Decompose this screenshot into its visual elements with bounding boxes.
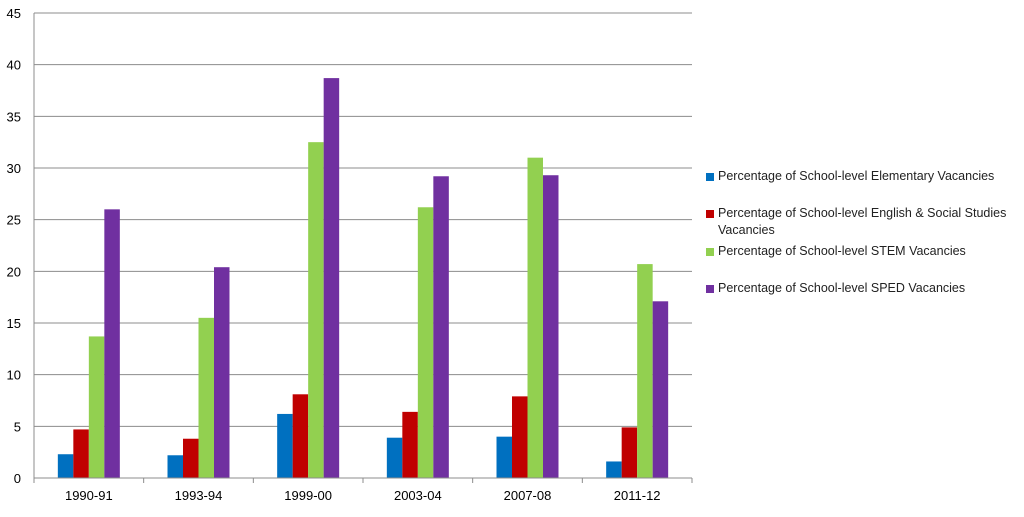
x-tick-label: 2007-08	[504, 488, 552, 503]
bar	[417, 207, 434, 478]
legend-item-stem: Percentage of School-level STEM Vacancie…	[704, 243, 1022, 260]
y-tick-label: 45	[7, 6, 21, 21]
bar	[292, 394, 309, 478]
x-tick-label: 2003-04	[394, 488, 442, 503]
axes: 0 5 10 15 20 25 30 35 40 45 1990-91 1993-94 1999-00 2…	[7, 6, 693, 503]
y-tick-label: 40	[7, 58, 21, 73]
x-tick-label: 1999-00	[284, 488, 332, 503]
legend: Percentage of School-level Elementary Va…	[704, 168, 1022, 297]
y-tick-label: 0	[14, 471, 21, 486]
gridlines	[34, 12, 692, 427]
bar	[57, 454, 74, 478]
bar	[606, 461, 622, 478]
legend-label-english: Percentage of School-level English & Soc…	[718, 206, 1007, 237]
legend-item-elementary: Percentage of School-level Elementary Va…	[704, 168, 1022, 185]
bars	[57, 78, 669, 479]
bar	[496, 436, 512, 478]
legend-item-english: Percentage of School-level English & Soc…	[704, 205, 1022, 239]
bar	[214, 267, 230, 478]
bar	[323, 78, 340, 478]
bar	[386, 437, 403, 478]
y-tick-label: 30	[7, 161, 21, 176]
y-tick-label: 5	[14, 419, 21, 434]
bar	[198, 317, 214, 478]
x-tick-label: 1993-94	[175, 488, 223, 503]
legend-label-stem: Percentage of School-level STEM Vacancie…	[718, 244, 966, 258]
bar	[277, 413, 293, 478]
y-tick-label: 20	[7, 264, 21, 279]
bar	[527, 157, 543, 478]
legend-swatch-stem	[706, 248, 714, 256]
legend-item-sped: Percentage of School-level SPED Vacancie…	[704, 280, 1022, 297]
bar	[621, 427, 638, 478]
y-tick-label: 35	[7, 109, 21, 124]
bar	[433, 176, 449, 478]
bar	[402, 411, 418, 478]
bar	[167, 455, 183, 478]
bar	[73, 429, 89, 478]
legend-swatch-elementary	[706, 173, 714, 181]
y-tick-label: 25	[7, 213, 21, 228]
bar	[637, 264, 653, 478]
y-tick-label: 10	[7, 368, 21, 383]
bar	[512, 396, 528, 478]
bar	[104, 209, 120, 479]
bar	[543, 175, 559, 478]
legend-label-elementary: Percentage of School-level Elementary Va…	[718, 169, 995, 183]
bar	[88, 336, 105, 478]
bar	[652, 301, 669, 478]
bar	[308, 142, 324, 478]
bar	[183, 438, 199, 478]
y-tick-label: 15	[7, 316, 21, 331]
x-tick-label: 2011-12	[614, 488, 661, 503]
legend-swatch-english	[706, 210, 714, 218]
legend-swatch-sped	[706, 285, 714, 293]
x-tick-label: 1990-91	[65, 488, 113, 503]
legend-label-sped: Percentage of School-level SPED Vacancie…	[718, 281, 966, 295]
